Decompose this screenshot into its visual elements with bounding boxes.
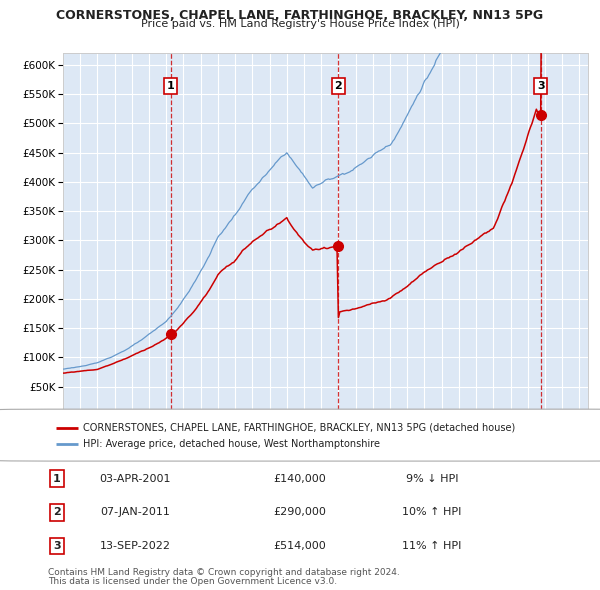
- Text: 1: 1: [53, 474, 61, 484]
- Text: 3: 3: [53, 541, 61, 551]
- Text: 2: 2: [53, 507, 61, 517]
- Text: This data is licensed under the Open Government Licence v3.0.: This data is licensed under the Open Gov…: [48, 577, 337, 586]
- Text: 13-SEP-2022: 13-SEP-2022: [100, 541, 170, 551]
- Text: £140,000: £140,000: [274, 474, 326, 484]
- Text: Price paid vs. HM Land Registry's House Price Index (HPI): Price paid vs. HM Land Registry's House …: [140, 19, 460, 29]
- Text: 3: 3: [537, 81, 544, 91]
- Text: Contains HM Land Registry data © Crown copyright and database right 2024.: Contains HM Land Registry data © Crown c…: [48, 568, 400, 577]
- Text: 07-JAN-2011: 07-JAN-2011: [100, 507, 170, 517]
- Text: CORNERSTONES, CHAPEL LANE, FARTHINGHOE, BRACKLEY, NN13 5PG: CORNERSTONES, CHAPEL LANE, FARTHINGHOE, …: [56, 9, 544, 22]
- Text: HPI: Average price, detached house, West Northamptonshire: HPI: Average price, detached house, West…: [83, 439, 380, 449]
- Text: 11% ↑ HPI: 11% ↑ HPI: [403, 541, 461, 551]
- FancyBboxPatch shape: [0, 409, 600, 461]
- Text: 03-APR-2001: 03-APR-2001: [99, 474, 171, 484]
- Text: 1: 1: [167, 81, 175, 91]
- Text: CORNERSTONES, CHAPEL LANE, FARTHINGHOE, BRACKLEY, NN13 5PG (detached house): CORNERSTONES, CHAPEL LANE, FARTHINGHOE, …: [83, 423, 515, 433]
- Text: £514,000: £514,000: [274, 541, 326, 551]
- Text: £290,000: £290,000: [274, 507, 326, 517]
- Text: 9% ↓ HPI: 9% ↓ HPI: [406, 474, 458, 484]
- Text: 2: 2: [335, 81, 342, 91]
- Text: 10% ↑ HPI: 10% ↑ HPI: [403, 507, 461, 517]
